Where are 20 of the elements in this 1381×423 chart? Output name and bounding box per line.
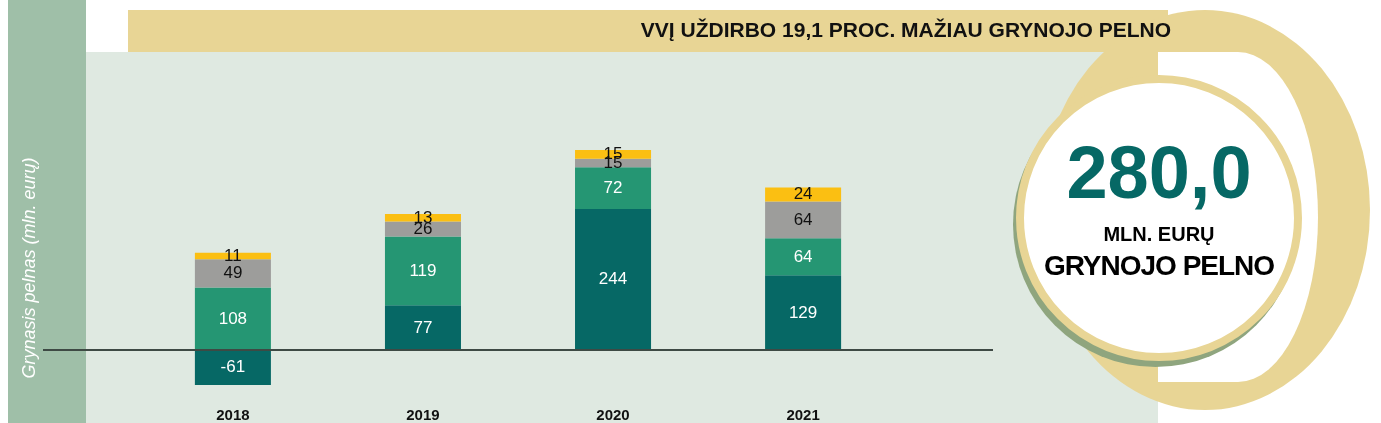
y-axis-title: Grynasis pelnas (mln. eurų) [18, 157, 39, 379]
data-label: 24 [793, 184, 813, 204]
text: GRYNOJO PELNO [1042, 250, 1276, 282]
x-tick-label: 2021 [786, 405, 820, 423]
x-tick-label: 2018 [216, 405, 250, 423]
text: MLN. EURŲ [1102, 223, 1216, 246]
data-label: 77 [413, 317, 433, 337]
data-label: 64 [793, 209, 813, 229]
data-label: 49 [223, 263, 243, 283]
data-label: 129 [788, 302, 818, 322]
chart-title: VVĮ UŽDIRBO 19,1 PROC. MAŽIAU GRYNOJO PELNO [640, 18, 1171, 42]
x-tick-label: 2020 [596, 405, 630, 423]
data-label: 108 [218, 308, 248, 328]
data-label: 244 [598, 269, 628, 289]
x-tick-label: 2019 [406, 405, 440, 423]
text: 280,0 [1065, 131, 1253, 214]
data-label: 64 [793, 246, 813, 266]
data-label: 119 [409, 260, 437, 280]
data-label: 72 [603, 178, 623, 198]
data-label: -61 [220, 357, 246, 377]
